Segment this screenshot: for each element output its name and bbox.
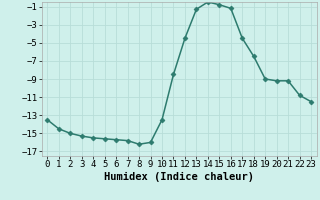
X-axis label: Humidex (Indice chaleur): Humidex (Indice chaleur): [104, 172, 254, 182]
